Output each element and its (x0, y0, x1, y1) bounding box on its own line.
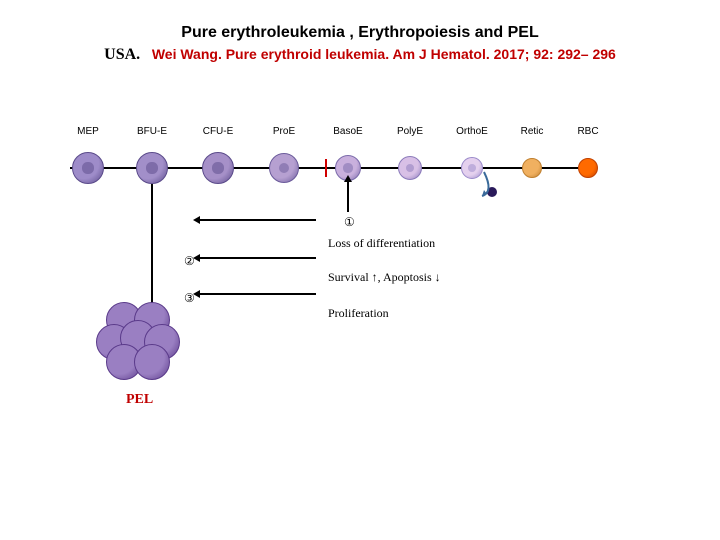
differentiation-block-icon (325, 159, 327, 177)
arrowhead-icon (193, 216, 200, 224)
mechanism-label-1: Loss of differentiation (328, 236, 435, 251)
nucleus (212, 162, 223, 173)
stage-label-orthoe: OrthoE (456, 126, 488, 137)
pel-label: PEL (126, 392, 153, 408)
cell-rbc (578, 158, 598, 178)
cell-retic (522, 158, 542, 178)
page-title: Pure erythroleukemia , Erythropoiesis an… (0, 24, 720, 42)
nucleus (468, 164, 476, 172)
citation-text: Wei Wang. Pure erythroid leukemia. Am J … (152, 46, 616, 62)
stage-label-bfue: BFU-E (137, 126, 167, 137)
pel-cell (134, 344, 170, 380)
erythropoiesis-diagram: MEP BFU-E CFU-E ProE BasoE PolyE OrthoE Retic RB… (60, 120, 660, 460)
country-label: USA. (104, 46, 140, 63)
loss-arrow (347, 180, 349, 212)
extrusion-arrow (480, 168, 520, 198)
nucleus (146, 162, 157, 173)
stage-label-basoe: BasoE (333, 126, 362, 137)
step-number-3: ③ (184, 291, 195, 306)
pel-connector (151, 184, 153, 312)
title-block: Pure erythroleukemia , Erythropoiesis an… (0, 0, 720, 64)
step-number-2: ② (184, 254, 195, 269)
nucleus (82, 162, 93, 173)
mechanism-arrow-3 (200, 293, 316, 295)
citation-line: USA. Wei Wang. Pure erythroid leukemia. … (0, 46, 720, 64)
mechanism-arrow-2 (200, 257, 316, 259)
arrowhead-icon (344, 175, 352, 182)
mechanism-label-3: Proliferation (328, 306, 389, 321)
mechanism-label-2: Survival ↑, Apoptosis ↓ (328, 270, 441, 285)
stage-label-proe: ProE (273, 126, 295, 137)
step-number-1: ① (344, 215, 355, 230)
nucleus (343, 163, 352, 172)
mechanism-arrow-1 (200, 219, 316, 221)
stage-label-rbc: RBC (577, 126, 598, 137)
stage-label-retic: Retic (521, 126, 544, 137)
stage-label-mep: MEP (77, 126, 99, 137)
stage-label-polye: PolyE (397, 126, 423, 137)
stage-label-cfue: CFU-E (203, 126, 234, 137)
